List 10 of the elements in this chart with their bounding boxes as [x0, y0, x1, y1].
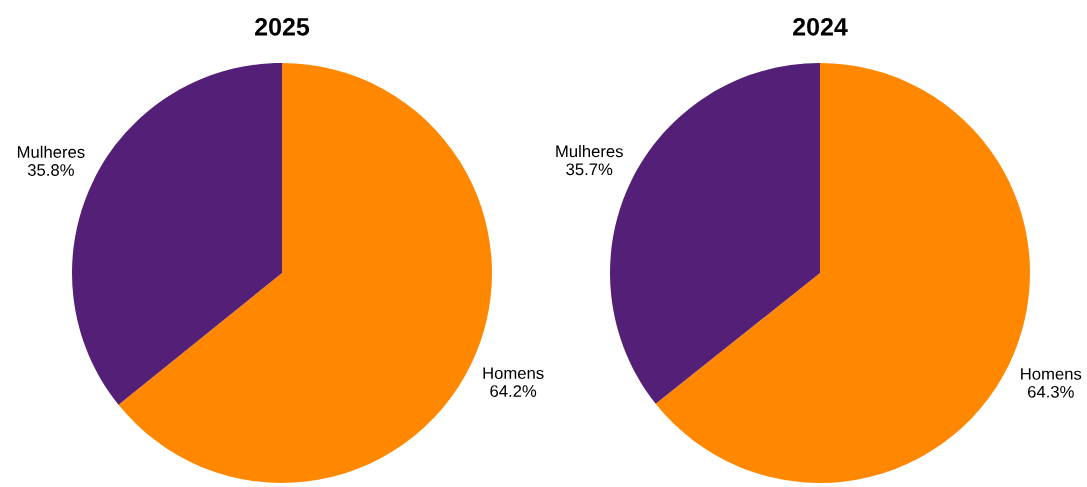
slice-label: Homens: [483, 367, 544, 380]
slice-label: Homens: [1021, 368, 1082, 380]
data-label: 64.2%: [490, 385, 537, 397]
chart-title: 2024: [793, 17, 848, 36]
slice-label: Mulheres: [17, 145, 85, 158]
data-label: 35.7%: [566, 163, 613, 176]
data-label: 35.8%: [27, 164, 74, 176]
chart-title: 2025: [255, 17, 310, 36]
slice-label: Mulheres: [556, 144, 623, 158]
data-label: 64.3%: [1028, 385, 1074, 398]
